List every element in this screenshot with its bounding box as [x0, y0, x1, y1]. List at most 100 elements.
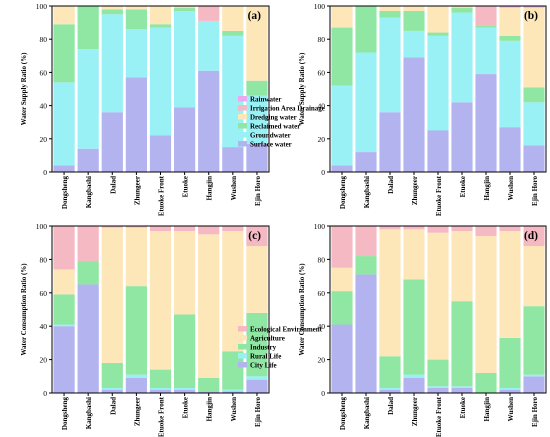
- legend-label: Rural Life: [250, 352, 281, 360]
- legend-label: City Life: [250, 361, 277, 369]
- x-tick-label: Zhungeer: [411, 176, 419, 205]
- bar-segment: [499, 35, 521, 41]
- bar-segment: [331, 267, 353, 292]
- legend-label: Ecological Environment: [250, 325, 323, 333]
- bar-segment: [403, 10, 425, 31]
- legend-label: Irrigation Area Drainage: [250, 104, 325, 112]
- y-tick-label: 60: [318, 289, 326, 298]
- bar-segment: [149, 226, 172, 232]
- bar-segment: [451, 102, 473, 172]
- bar-segment: [198, 234, 220, 378]
- bar-segment: [499, 7, 521, 36]
- bar-segment: [174, 389, 196, 393]
- bar-segment: [331, 324, 353, 393]
- bar-segment: [451, 231, 473, 302]
- bar-segment: [475, 74, 497, 172]
- y-tick-label: 40: [318, 102, 326, 111]
- bar-segment: [475, 27, 497, 75]
- y-tick-label: 20: [40, 356, 48, 365]
- x-tick-label: Kangbashi: [85, 176, 93, 208]
- bar-segment: [222, 147, 244, 172]
- y-axis-title: Water Supply Ratio (%): [20, 52, 28, 125]
- bar-segment: [125, 77, 147, 172]
- chart-panel-c: 0 20 40 60 80 100 Dongsheng Kangbashi Dalad Zhung…: [20, 222, 323, 437]
- y-axis-title: Water Consumption Ratio (%): [20, 263, 28, 356]
- bar-segment: [174, 226, 196, 232]
- x-tick-label: Etuoke: [182, 176, 190, 197]
- legend-swatch: [238, 335, 247, 341]
- legend-swatch: [238, 344, 247, 350]
- bar-segment: [403, 30, 425, 58]
- legend-label: Surface water: [250, 140, 292, 148]
- y-tick-label: 0: [43, 389, 47, 398]
- bar-segment: [222, 391, 244, 393]
- x-tick-label: Ejin Horo: [254, 397, 262, 428]
- bar-segment: [379, 356, 401, 388]
- x-tick-label: Dalad: [387, 397, 395, 415]
- bar-segment: [101, 112, 123, 172]
- y-tick-label: 100: [314, 2, 326, 11]
- bar-segment: [523, 246, 545, 307]
- bar-segment: [174, 387, 196, 390]
- x-tick-label: Etuoke: [182, 397, 190, 418]
- bar-segment: [499, 389, 521, 393]
- bar-segment: [427, 35, 449, 131]
- bar-segment: [355, 274, 377, 393]
- x-tick-label: Hangjin: [483, 397, 491, 422]
- bar-segment: [174, 10, 196, 108]
- bar-segment: [499, 6, 521, 8]
- x-tick-label: Hangjin: [483, 176, 491, 201]
- bar-segment: [427, 232, 449, 360]
- y-tick-label: 60: [40, 289, 48, 298]
- bar-segment: [101, 227, 123, 363]
- bar-segment: [523, 226, 545, 247]
- bar-segment: [403, 374, 425, 378]
- bar-segment: [198, 391, 220, 393]
- y-tick-label: 40: [318, 322, 326, 331]
- bar-segment: [125, 227, 147, 287]
- bar-segment: [77, 6, 99, 50]
- bar-segment: [149, 135, 172, 172]
- x-tick-label: Wushen: [507, 397, 515, 421]
- bar-segment: [499, 127, 521, 172]
- bar-segment: [101, 6, 123, 10]
- legend-swatch: [238, 353, 247, 359]
- bar-segment: [475, 236, 497, 373]
- y-tick-label: 0: [321, 389, 325, 398]
- bar-segment: [331, 6, 353, 28]
- bar-segment: [451, 301, 473, 387]
- bar-segment: [53, 24, 75, 83]
- legend-swatch: [238, 132, 247, 138]
- legend-swatch: [238, 114, 247, 120]
- x-tick-label: Zhungeer: [133, 397, 141, 426]
- legend-label: Groundwater: [250, 131, 291, 139]
- bar-segment: [331, 27, 353, 86]
- bar-segment: [355, 6, 377, 53]
- y-tick-label: 100: [314, 222, 326, 231]
- legend-swatch: [238, 105, 247, 111]
- panel-label: (c): [248, 230, 261, 242]
- x-tick-label: Ejin Horo: [531, 176, 539, 207]
- chart-panel-a: 0 20 40 60 80 100 Dongsheng Kangbashi Dalad Zhung…: [20, 2, 325, 216]
- bar-segment: [355, 152, 377, 172]
- bar-segment: [246, 312, 268, 377]
- bar-segment: [379, 387, 401, 390]
- x-tick-label: Etuoke: [459, 176, 467, 197]
- bar-segment: [101, 387, 123, 390]
- legend-label: Agriculture: [250, 334, 285, 342]
- x-tick-label: Ejin Horo: [531, 397, 539, 428]
- x-tick-label: Hangjin: [206, 176, 214, 201]
- x-tick-label: Etuoke Front: [435, 396, 443, 437]
- bar-segment: [101, 362, 123, 388]
- bar-segment: [174, 231, 196, 315]
- bar-segment: [222, 226, 244, 232]
- bar-segment: [125, 6, 147, 10]
- bar-segment: [523, 374, 545, 377]
- bar-segment: [149, 389, 172, 393]
- x-tick-label: Dongsheng: [339, 397, 347, 431]
- x-tick-label: Dongsheng: [339, 176, 347, 210]
- bar-segment: [403, 226, 425, 230]
- bar-segment: [355, 52, 377, 153]
- y-tick-label: 60: [40, 68, 48, 77]
